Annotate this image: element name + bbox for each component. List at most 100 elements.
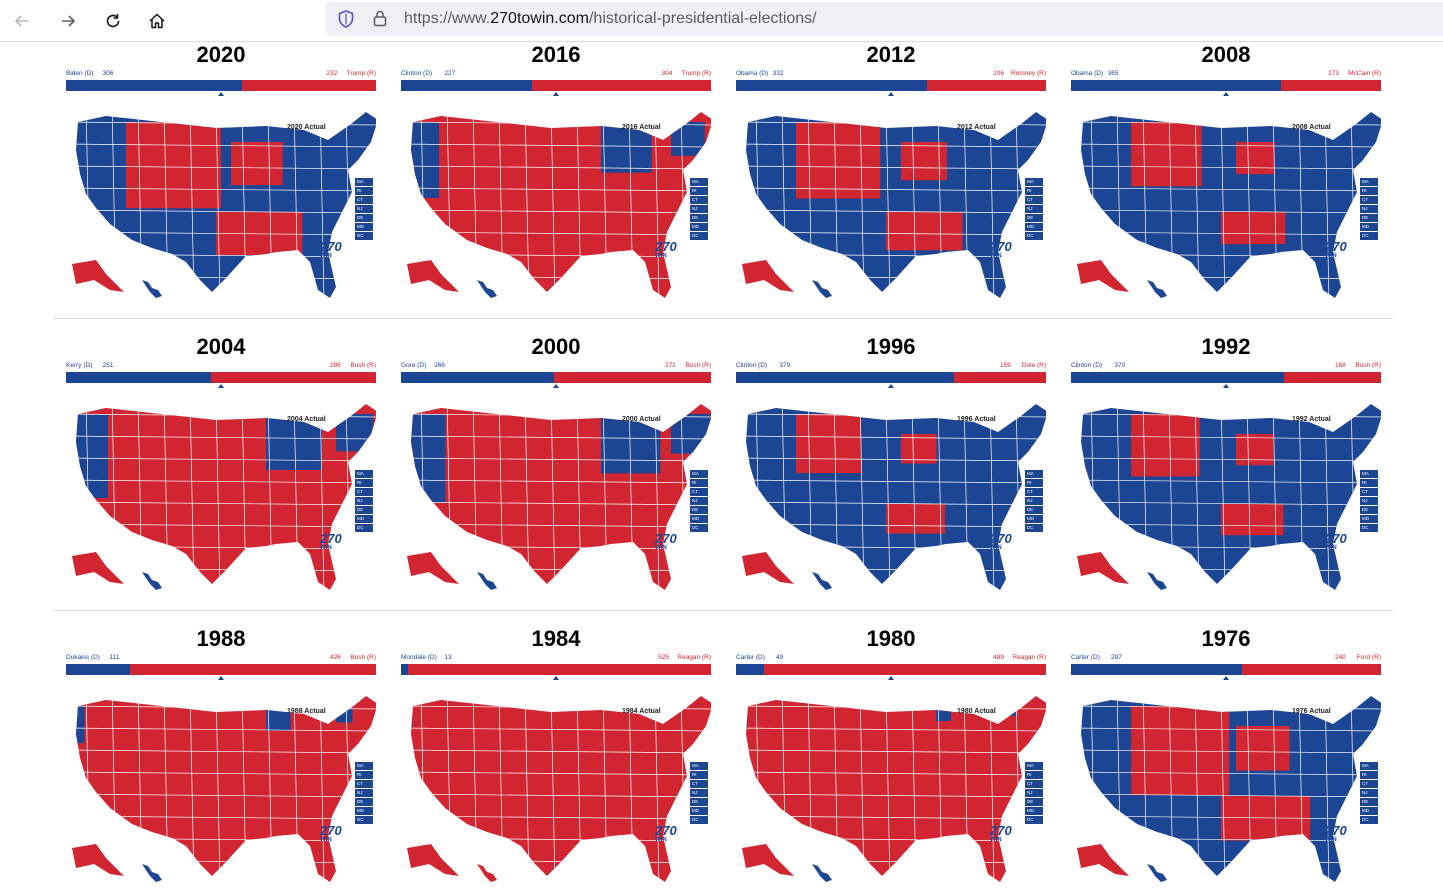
legend-state-cell[interactable]: DC (1025, 524, 1043, 532)
legend-state-cell[interactable]: DC (690, 816, 708, 824)
legend-state-cell[interactable]: NJ (1025, 205, 1043, 213)
alaska-shape[interactable] (72, 844, 124, 876)
alaska-shape[interactable] (72, 552, 124, 584)
hawaii-shape[interactable] (812, 280, 832, 298)
legend-state-cell[interactable]: DE (1360, 214, 1378, 222)
reload-button[interactable] (97, 5, 129, 37)
legend-state-cell[interactable]: DC (690, 524, 708, 532)
us-electoral-map[interactable] (736, 102, 1047, 302)
legend-state-cell[interactable]: CT (1025, 780, 1043, 788)
legend-state-cell[interactable]: MD (690, 807, 708, 815)
hawaii-shape[interactable] (477, 280, 497, 298)
alaska-shape[interactable] (742, 844, 794, 876)
legend-state-cell[interactable]: NJ (1360, 205, 1378, 213)
legend-state-cell[interactable]: CT (690, 780, 708, 788)
270towin-logo[interactable]: 270 WIN (1325, 824, 1347, 843)
legend-state-cell[interactable]: MD (1360, 807, 1378, 815)
hawaii-shape[interactable] (477, 572, 497, 590)
alaska-shape[interactable] (407, 552, 459, 584)
270towin-logo[interactable]: 270 WIN (990, 532, 1012, 551)
270towin-logo[interactable]: 270 WIN (1325, 532, 1347, 551)
270towin-logo[interactable]: 270 WIN (1325, 240, 1347, 259)
legend-state-cell[interactable]: DE (1360, 798, 1378, 806)
hawaii-shape[interactable] (142, 572, 162, 590)
legend-state-cell[interactable]: NJ (355, 789, 373, 797)
270towin-logo[interactable]: 270 WIN (320, 532, 342, 551)
address-bar[interactable]: https://www.270towin.com/historical-pres… (326, 2, 1443, 36)
legend-state-cell[interactable]: MD (1025, 807, 1043, 815)
alaska-shape[interactable] (407, 260, 459, 292)
legend-state-cell[interactable]: MA (1360, 470, 1378, 478)
legend-state-cell[interactable]: RI (1025, 771, 1043, 779)
legend-state-cell[interactable]: MA (690, 470, 708, 478)
us-electoral-map[interactable] (1071, 686, 1382, 886)
alaska-shape[interactable] (72, 260, 124, 292)
legend-state-cell[interactable]: CT (355, 780, 373, 788)
us-electoral-map[interactable] (66, 102, 377, 302)
legend-state-cell[interactable]: MD (1025, 223, 1043, 231)
legend-state-cell[interactable]: RI (1025, 479, 1043, 487)
legend-state-cell[interactable]: DC (1360, 816, 1378, 824)
alaska-shape[interactable] (1077, 260, 1129, 292)
legend-state-cell[interactable]: RI (1025, 187, 1043, 195)
legend-state-cell[interactable]: MD (355, 223, 373, 231)
legend-state-cell[interactable]: CT (355, 488, 373, 496)
legend-state-cell[interactable]: MA (355, 470, 373, 478)
legend-state-cell[interactable]: DE (1025, 798, 1043, 806)
legend-state-cell[interactable]: NJ (355, 497, 373, 505)
legend-state-cell[interactable]: RI (690, 187, 708, 195)
270towin-logo[interactable]: 270 WIN (320, 240, 342, 259)
legend-state-cell[interactable]: NJ (1360, 789, 1378, 797)
alaska-shape[interactable] (742, 260, 794, 292)
url-text[interactable]: https://www.270towin.com/historical-pres… (404, 10, 817, 28)
home-button[interactable] (141, 5, 173, 37)
legend-state-cell[interactable]: MD (1360, 223, 1378, 231)
legend-state-cell[interactable]: RI (1360, 771, 1378, 779)
hawaii-shape[interactable] (1147, 864, 1167, 882)
hawaii-shape[interactable] (812, 572, 832, 590)
alaska-shape[interactable] (407, 844, 459, 876)
legend-state-cell[interactable]: DC (1360, 524, 1378, 532)
legend-state-cell[interactable]: CT (355, 196, 373, 204)
legend-state-cell[interactable]: NJ (1360, 497, 1378, 505)
270towin-logo[interactable]: 270 WIN (655, 532, 677, 551)
legend-state-cell[interactable]: NJ (355, 205, 373, 213)
legend-state-cell[interactable]: RI (690, 771, 708, 779)
legend-state-cell[interactable]: DE (690, 214, 708, 222)
us-electoral-map[interactable] (66, 686, 377, 886)
legend-state-cell[interactable]: MA (1360, 178, 1378, 186)
legend-state-cell[interactable]: CT (1360, 196, 1378, 204)
legend-state-cell[interactable]: MA (1360, 762, 1378, 770)
lock-icon[interactable] (370, 8, 390, 28)
legend-state-cell[interactable]: CT (1025, 196, 1043, 204)
legend-state-cell[interactable]: MD (1360, 515, 1378, 523)
legend-state-cell[interactable]: DE (355, 798, 373, 806)
legend-state-cell[interactable]: DE (690, 506, 708, 514)
legend-state-cell[interactable]: MA (690, 762, 708, 770)
legend-state-cell[interactable]: RI (1360, 187, 1378, 195)
legend-state-cell[interactable]: RI (355, 479, 373, 487)
forward-button[interactable] (52, 5, 84, 37)
legend-state-cell[interactable]: DE (355, 214, 373, 222)
legend-state-cell[interactable]: DC (355, 524, 373, 532)
270towin-logo[interactable]: 270 WIN (320, 824, 342, 843)
legend-state-cell[interactable]: DC (1025, 232, 1043, 240)
legend-state-cell[interactable]: MA (355, 178, 373, 186)
hawaii-shape[interactable] (142, 280, 162, 298)
legend-state-cell[interactable]: CT (690, 488, 708, 496)
legend-state-cell[interactable]: DC (1025, 816, 1043, 824)
us-electoral-map[interactable] (1071, 394, 1382, 594)
legend-state-cell[interactable]: MD (690, 515, 708, 523)
legend-state-cell[interactable]: DC (355, 232, 373, 240)
us-electoral-map[interactable] (401, 102, 712, 302)
legend-state-cell[interactable]: NJ (1025, 497, 1043, 505)
us-electoral-map[interactable] (736, 394, 1047, 594)
270towin-logo[interactable]: 270 WIN (655, 824, 677, 843)
legend-state-cell[interactable]: CT (1025, 488, 1043, 496)
legend-state-cell[interactable]: NJ (1025, 789, 1043, 797)
alaska-shape[interactable] (1077, 552, 1129, 584)
legend-state-cell[interactable]: RI (1360, 479, 1378, 487)
legend-state-cell[interactable]: MD (355, 807, 373, 815)
legend-state-cell[interactable]: MD (690, 223, 708, 231)
us-electoral-map[interactable] (401, 394, 712, 594)
